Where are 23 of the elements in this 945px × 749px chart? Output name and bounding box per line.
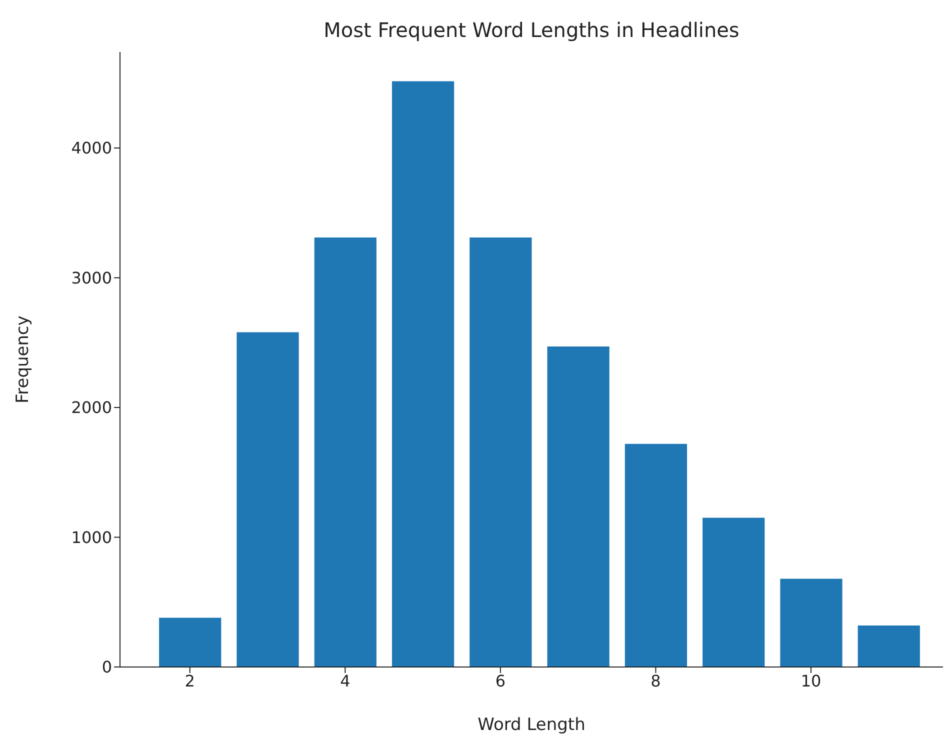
y-tick-label: 1000 — [71, 528, 112, 547]
bar — [392, 81, 454, 667]
chart-title: Most Frequent Word Lengths in Headlines — [322, 18, 740, 42]
x-tick-label: 6 — [495, 671, 506, 690]
y-axis-title: Frequency — [13, 316, 34, 404]
x-tick-label: 10 — [800, 671, 822, 690]
bar — [702, 518, 765, 667]
bar — [624, 444, 688, 667]
y-tick-label: 0 — [102, 658, 112, 677]
bar — [547, 346, 610, 667]
x-axis-title: Word Length — [478, 715, 586, 735]
bar — [470, 238, 532, 667]
bar — [159, 618, 222, 667]
y-tick-label: 2000 — [71, 398, 112, 418]
y-tick-label: 3000 — [71, 268, 112, 288]
x-tick-label: 2 — [184, 671, 195, 690]
bar — [314, 238, 376, 667]
x-tick-label: 4 — [340, 671, 350, 690]
x-tick-label: 8 — [650, 671, 661, 690]
bar — [858, 625, 920, 667]
y-tick-label: 4000 — [71, 138, 112, 158]
bar — [236, 332, 299, 667]
bar — [780, 578, 842, 667]
